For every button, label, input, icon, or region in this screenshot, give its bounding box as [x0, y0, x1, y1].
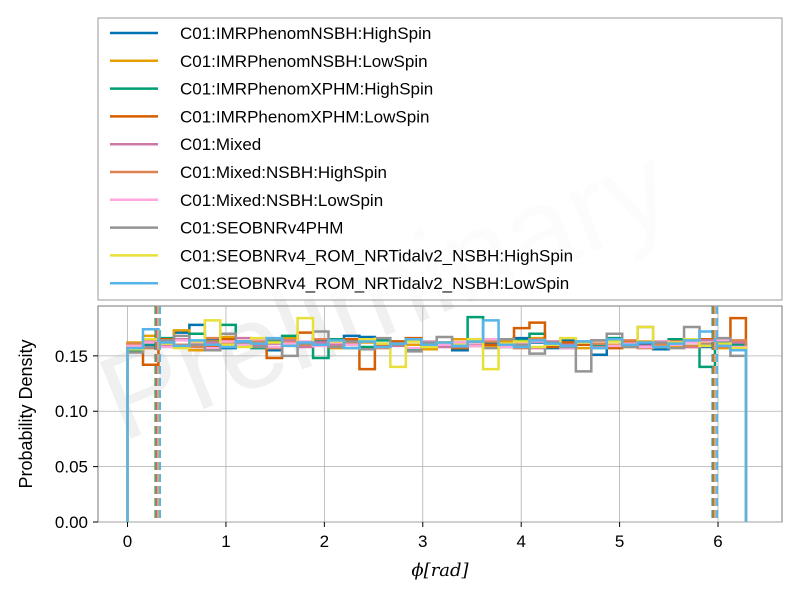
y-tick-label: 0.10 [55, 402, 88, 421]
x-tick-label: 6 [713, 532, 722, 551]
x-tick-label: 5 [615, 532, 624, 551]
legend: C01:IMRPhenomNSBH:HighSpin C01:IMRPhenomN… [110, 24, 573, 293]
legend-label: C01:SEOBNRv4_ROM_NRTidalv2_NSBH:LowSpin [180, 274, 569, 293]
x-tick-label: 4 [516, 532, 525, 551]
legend-label: C01:SEOBNRv4PHM [180, 219, 343, 238]
y-axis-ticks: 0.00 0.05 0.10 0.15 [55, 347, 98, 532]
legend-box [97, 17, 783, 301]
legend-label: C01:IMRPhenomXPHM:LowSpin [180, 107, 429, 126]
histogram-series [126, 319, 748, 522]
legend-label: C01:SEOBNRv4_ROM_NRTidalv2_NSBH:HighSpin [180, 246, 573, 265]
x-axis-label: ϕ[rad] [411, 560, 469, 581]
y-axis-label: Probability Density [16, 339, 36, 488]
x-tick-label: 2 [320, 532, 329, 551]
legend-label: C01:Mixed:NSBH:HighSpin [180, 163, 387, 182]
x-axis-ticks: 0 1 2 3 4 5 6 [123, 522, 723, 551]
x-tick-label: 3 [418, 532, 427, 551]
legend-label: C01:IMRPhenomXPHM:HighSpin [180, 80, 433, 99]
series-layer [126, 315, 748, 522]
y-tick-label: 0.15 [55, 347, 88, 366]
legend-label: C01:IMRPhenomNSBH:HighSpin [180, 24, 431, 43]
gridlines [98, 306, 782, 523]
y-tick-label: 0.05 [55, 458, 88, 477]
x-tick-label: 0 [123, 532, 132, 551]
y-tick-label: 0.00 [55, 513, 88, 532]
legend-label: C01:Mixed [180, 135, 261, 154]
vlines-layer [154, 306, 719, 522]
legend-label: C01:IMRPhenomNSBH:LowSpin [180, 52, 428, 71]
legend-label: C01:Mixed:NSBH:LowSpin [180, 191, 383, 210]
x-tick-label: 1 [221, 532, 230, 551]
